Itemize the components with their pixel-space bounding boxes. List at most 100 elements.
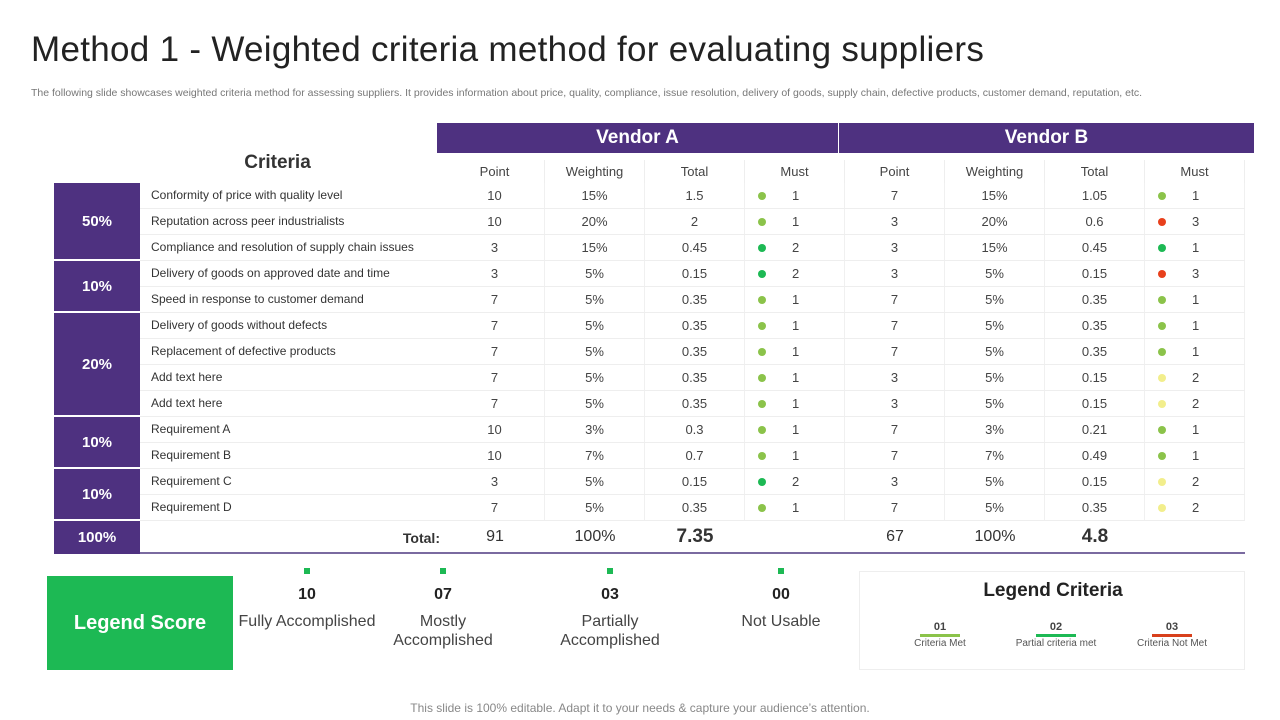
criteria-label: Requirement D <box>151 500 232 514</box>
cell: 7 <box>445 313 545 338</box>
status-dot-icon <box>758 425 766 434</box>
cell: 5% <box>545 391 645 416</box>
status-dot-icon <box>1158 217 1166 226</box>
must-cell: 1 <box>745 313 845 338</box>
cell: 5% <box>945 469 1045 494</box>
legend-criteria-title: Legend Criteria <box>983 580 1123 601</box>
score-number: 00 <box>772 586 790 603</box>
criteria-header: Criteria <box>244 152 311 173</box>
must-value: 1 <box>1192 448 1200 463</box>
must-cell: 1 <box>745 443 845 468</box>
weight-group: 50% <box>54 183 140 261</box>
cell: 0.15 <box>1045 469 1145 494</box>
status-dot-icon <box>1158 425 1166 434</box>
must-value: 1 <box>792 344 800 359</box>
cell: 0.15 <box>645 469 745 494</box>
total-row: Total: 91 100% 7.35 67 100% 4.8 <box>140 521 1245 554</box>
cell: 0.35 <box>645 339 745 364</box>
cell: 3 <box>445 469 545 494</box>
criteria-number: 03 <box>1165 621 1179 633</box>
must-cell: 3 <box>1145 261 1245 286</box>
must-cell: 2 <box>1145 391 1245 416</box>
cell: 0.35 <box>645 313 745 338</box>
must-cell: 1 <box>745 495 845 520</box>
legend-score-item: 03 Partially Accomplished <box>540 568 680 650</box>
cell: 0.35 <box>645 365 745 390</box>
total-cell: 100% <box>974 527 1016 545</box>
cell: 15% <box>545 183 645 208</box>
table-row: Conformity of price with quality level 10… <box>140 183 1245 209</box>
criteria-label: Replacement of defective products <box>151 344 336 358</box>
vendor-b-header: Vendor B <box>839 123 1254 153</box>
cell: 3 <box>845 261 945 286</box>
must-value: 1 <box>1192 422 1200 437</box>
color-bar <box>1036 634 1076 637</box>
page-subtitle: The following slide showcases weighted c… <box>31 87 1143 99</box>
status-dot-icon <box>758 217 766 226</box>
column-header: Total <box>1045 160 1145 183</box>
table-row: Requirement A 10 3% 0.3 1 7 3% 0.21 1 <box>140 417 1245 443</box>
must-cell: 1 <box>1145 313 1245 338</box>
total-cell: 4.8 <box>1081 525 1109 547</box>
marker-icon <box>778 568 784 574</box>
status-dot-icon <box>758 269 766 278</box>
must-value: 2 <box>792 474 800 489</box>
must-cell: 1 <box>745 287 845 312</box>
cell: 0.21 <box>1045 417 1145 442</box>
criteria-label: Requirement C <box>151 474 232 488</box>
cell: 7% <box>545 443 645 468</box>
cell: 10 <box>445 209 545 234</box>
table-row: Add text here 7 5% 0.35 1 3 5% 0.15 2 <box>140 365 1245 391</box>
total-cell: 7.35 <box>676 525 714 547</box>
cell: 7 <box>845 183 945 208</box>
cell: 3% <box>945 417 1045 442</box>
status-dot-icon <box>758 399 766 408</box>
must-value: 1 <box>1192 292 1200 307</box>
cell: 2 <box>645 209 745 234</box>
criteria-label: Add text here <box>151 396 223 410</box>
status-dot-icon <box>758 321 766 330</box>
vendor-a-header: Vendor A <box>437 123 838 153</box>
legend-criteria: Legend Criteria 01 Criteria Met 02 Partial … <box>859 571 1245 670</box>
cell: 7 <box>445 339 545 364</box>
must-cell: 1 <box>1145 417 1245 442</box>
cell: 5% <box>945 287 1045 312</box>
legend-score-item: 10 Fully Accomplished <box>237 568 377 631</box>
criteria-number: 02 <box>1049 621 1063 633</box>
status-dot-icon <box>1158 477 1166 486</box>
legend-score-item: 07 Mostly Accomplished <box>373 568 513 650</box>
criteria-label: Criteria Met <box>914 638 966 649</box>
status-dot-icon <box>1158 269 1166 278</box>
status-dot-icon <box>758 191 766 200</box>
column-header: Point <box>445 160 545 183</box>
score-label: Partially Accomplished <box>560 613 660 649</box>
status-dot-icon <box>1158 243 1166 252</box>
status-dot-icon <box>758 347 766 356</box>
status-dot-icon <box>758 451 766 460</box>
column-header: Weighting <box>545 160 645 183</box>
cell: 0.3 <box>645 417 745 442</box>
cell: 15% <box>545 235 645 260</box>
criteria-label: Conformity of price with quality level <box>151 188 343 202</box>
cell: 0.15 <box>1045 261 1145 286</box>
must-value: 1 <box>792 188 800 203</box>
status-dot-icon <box>758 477 766 486</box>
criteria-label: Partial criteria met <box>1015 638 1097 649</box>
must-value: 2 <box>1192 500 1200 515</box>
cell: 3 <box>445 235 545 260</box>
cell: 5% <box>945 365 1045 390</box>
total-cell: 91 <box>486 527 504 545</box>
total-label: Total: <box>402 530 440 546</box>
cell: 3 <box>845 209 945 234</box>
score-number: 10 <box>298 586 316 603</box>
cell: 5% <box>545 365 645 390</box>
must-value: 1 <box>792 500 800 515</box>
cell: 0.35 <box>645 495 745 520</box>
color-bar <box>1152 634 1192 637</box>
weight-group: 20% <box>54 313 140 417</box>
cell: 0.15 <box>1045 365 1145 390</box>
status-dot-icon <box>1158 191 1166 200</box>
must-value: 1 <box>1192 188 1200 203</box>
must-value: 2 <box>1192 396 1200 411</box>
cell: 0.15 <box>645 261 745 286</box>
